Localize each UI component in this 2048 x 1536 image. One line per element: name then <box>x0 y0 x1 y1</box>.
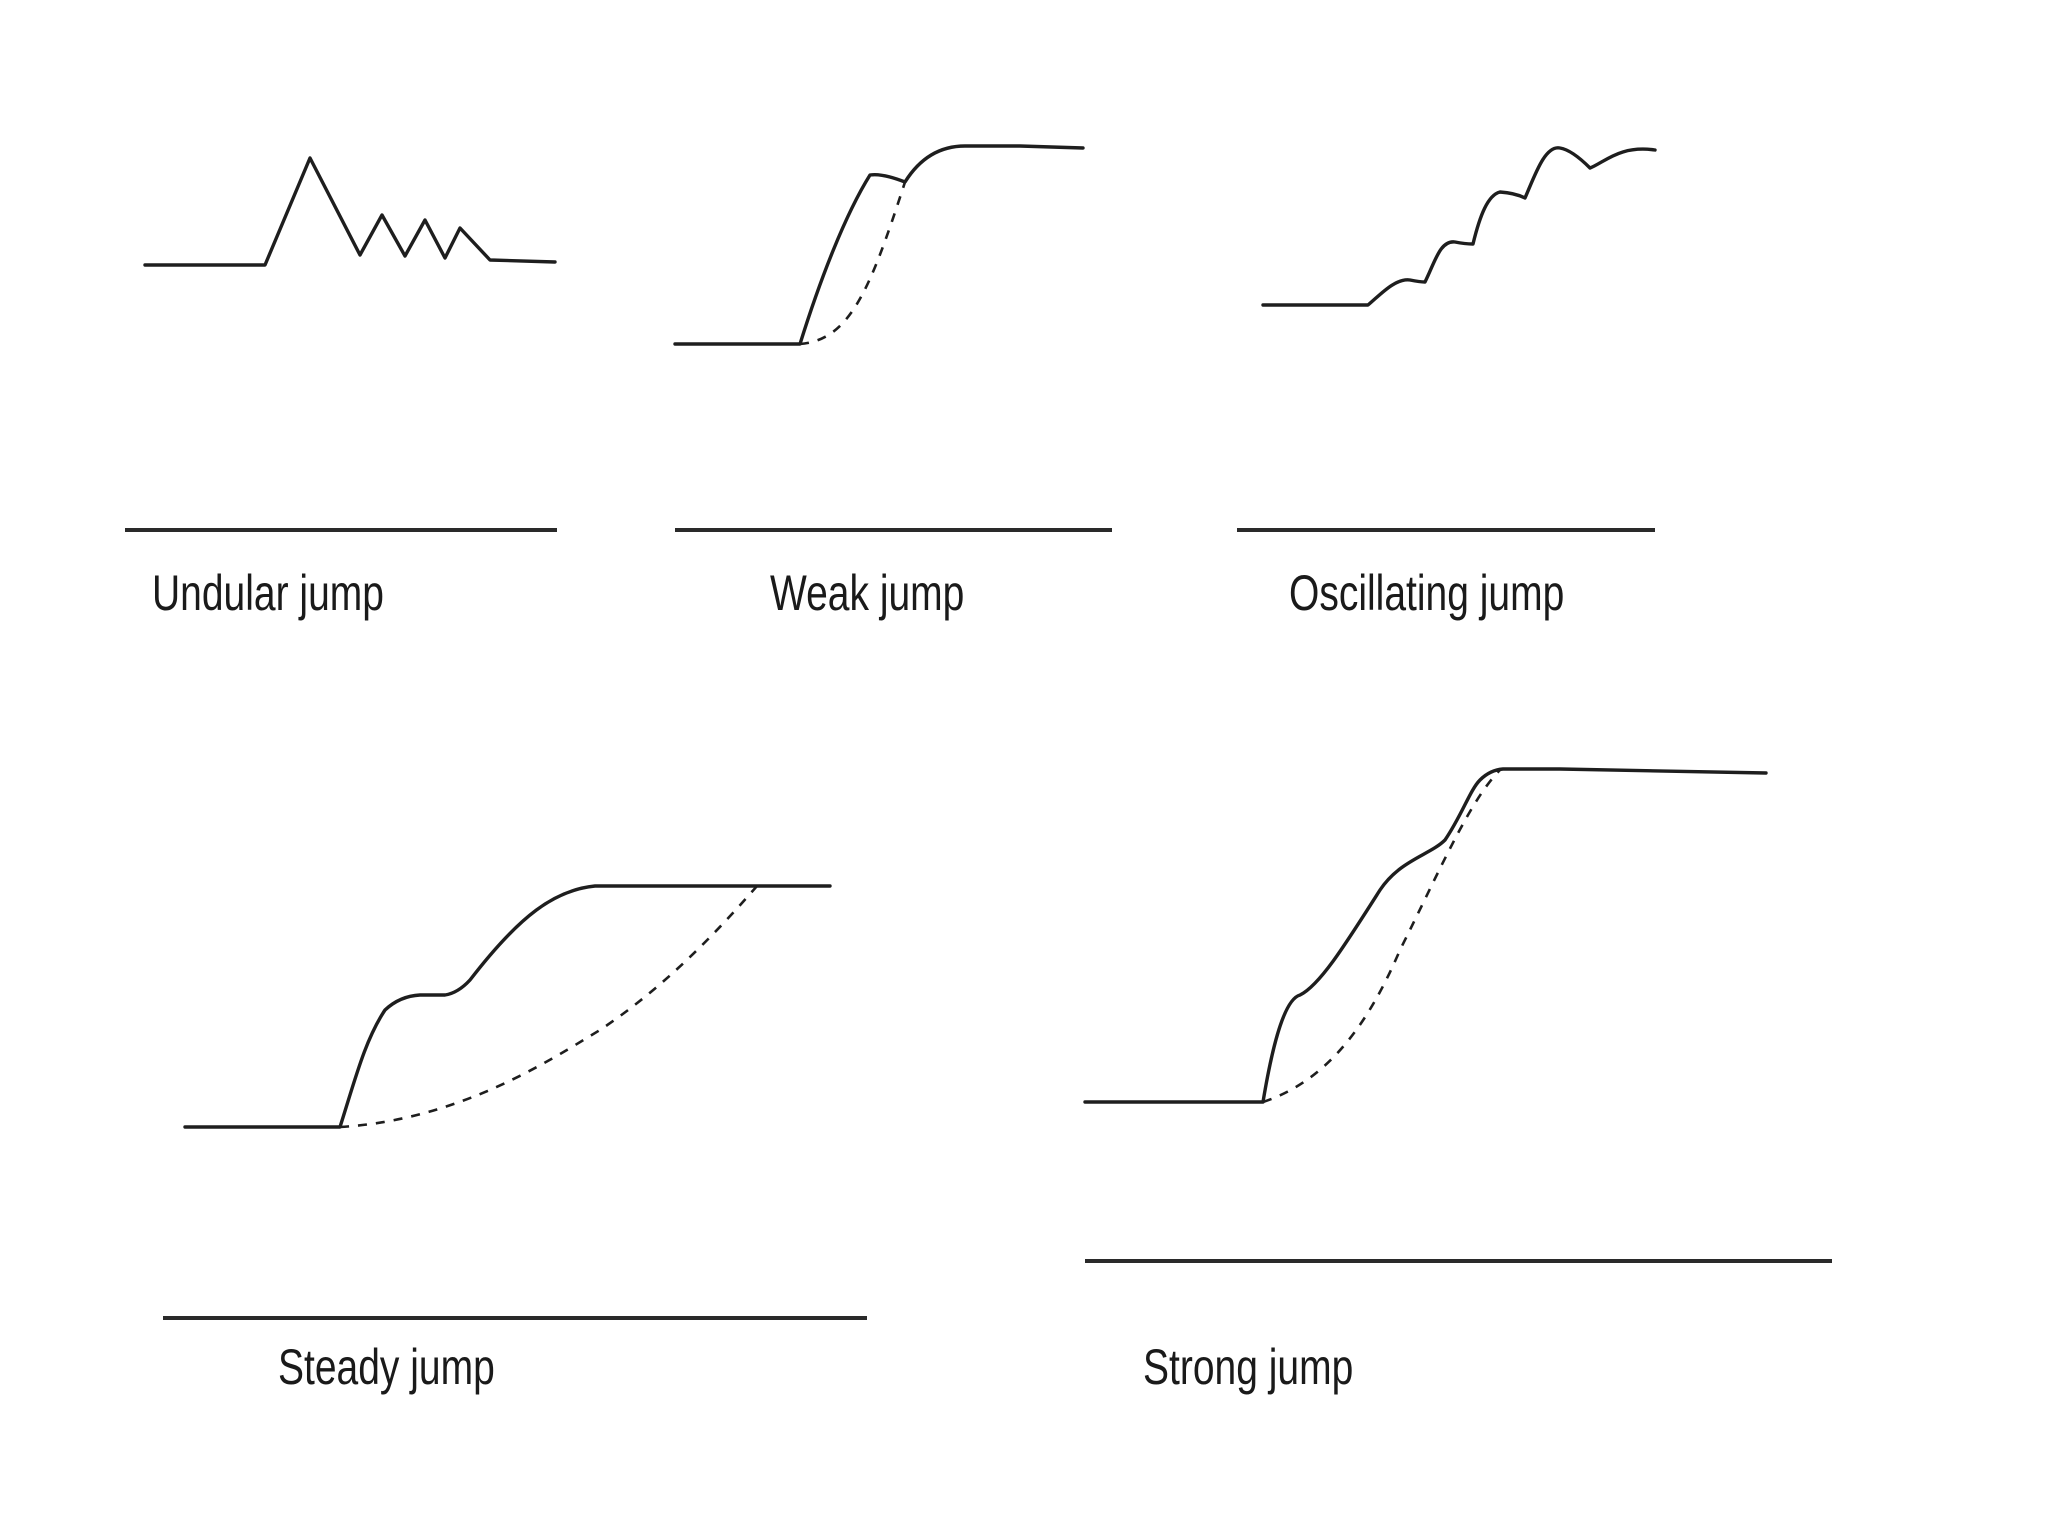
label-undular-jump: Undular jump <box>152 565 384 621</box>
panel-steady-jump <box>163 884 867 1320</box>
steady-water-surface <box>183 884 832 1129</box>
label-strong-jump: Strong jump <box>1143 1339 1354 1395</box>
panel-weak-jump <box>673 144 1112 532</box>
label-oscillating-jump: Oscillating jump <box>1289 565 1565 621</box>
oscillating-water-surface <box>1261 146 1657 307</box>
panel-strong-jump <box>1083 767 1832 1263</box>
weak-water-surface <box>673 144 1085 346</box>
steady-roller-boundary <box>339 885 758 1129</box>
weak-roller-boundary <box>799 181 907 346</box>
panel-oscillating-jump <box>1237 146 1657 532</box>
strong-roller-boundary <box>1262 769 1501 1104</box>
undular-water-surface <box>143 156 557 267</box>
label-weak-jump: Weak jump <box>770 565 965 621</box>
panel-undular-jump <box>125 156 557 532</box>
strong-water-surface <box>1083 767 1768 1104</box>
label-steady-jump: Steady jump <box>278 1339 495 1395</box>
